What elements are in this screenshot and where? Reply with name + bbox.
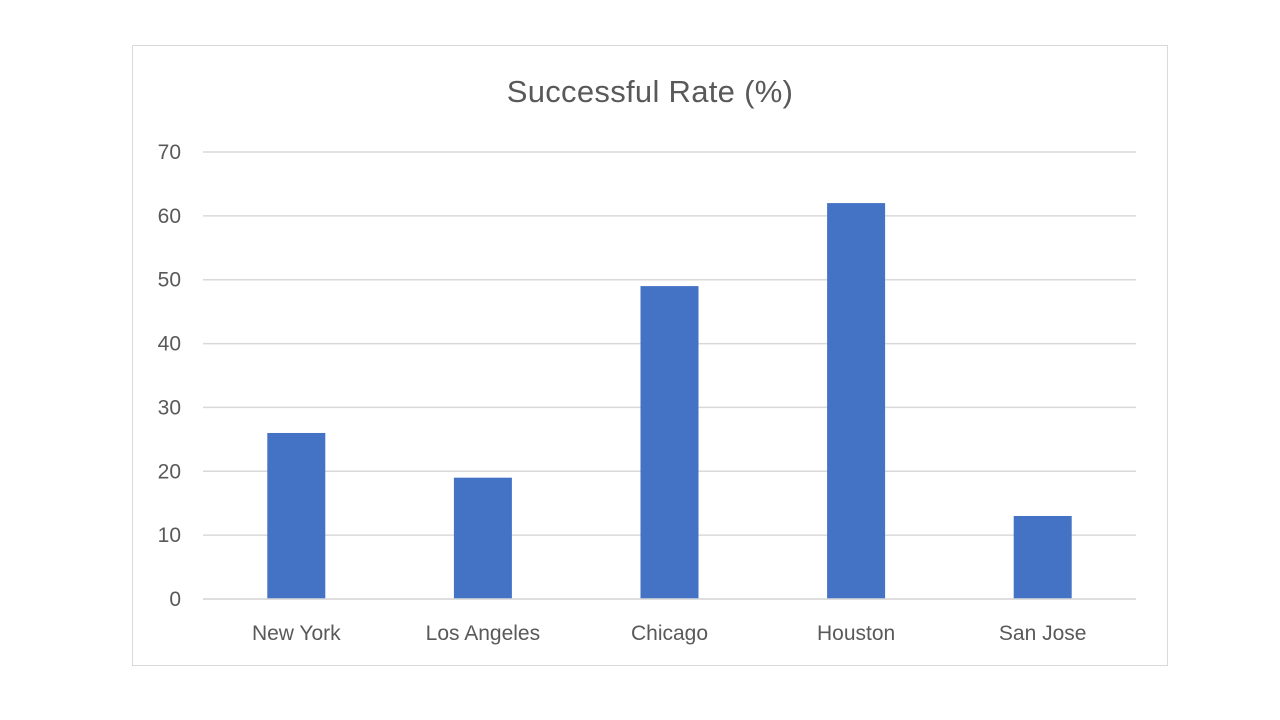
y-tick-label: 60	[158, 205, 181, 228]
y-tick-label: 10	[158, 524, 181, 547]
x-category-label: Los Angeles	[426, 622, 540, 645]
x-category-label: New York	[252, 622, 341, 645]
y-tick-label: 30	[158, 396, 181, 419]
y-tick-label: 40	[158, 333, 181, 356]
y-tick-label: 20	[158, 460, 181, 483]
x-category-label: Houston	[817, 622, 895, 645]
y-tick-label: 70	[158, 141, 181, 164]
y-tick-label: 0	[169, 588, 181, 611]
bar-san-jose	[1013, 515, 1072, 599]
bar-chicago	[640, 286, 699, 599]
x-category-label: San Jose	[999, 622, 1087, 645]
bar-los-angeles	[453, 477, 512, 599]
y-tick-label: 50	[158, 269, 181, 292]
x-category-label: Chicago	[631, 622, 708, 645]
bar-new-york	[267, 432, 326, 599]
chart-title: Successful Rate (%)	[506, 74, 794, 109]
bar-houston	[827, 203, 886, 600]
